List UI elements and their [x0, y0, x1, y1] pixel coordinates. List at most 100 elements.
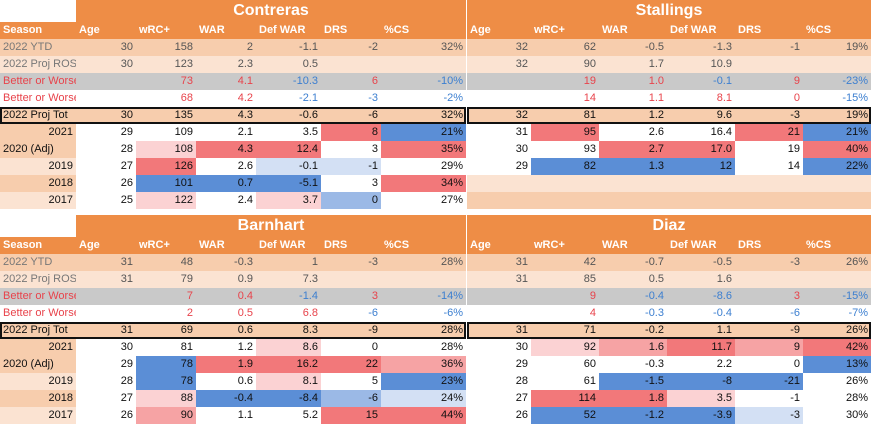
cell-age	[467, 90, 531, 107]
row-label: Better or Worse Maldy	[0, 288, 76, 305]
cell-wrc: 79	[136, 271, 196, 288]
cell-cs	[803, 271, 871, 288]
cell-wrc: 60	[531, 356, 599, 373]
cell-drs: 3	[321, 288, 381, 305]
cell-age: 26	[76, 407, 136, 424]
cell-war: -0.3	[599, 305, 667, 322]
cell-defwar: 8.3	[256, 322, 321, 339]
cell-defwar: -8.4	[256, 390, 321, 407]
cell-war: 2.1	[196, 124, 256, 141]
header-defwar: Def WAR	[256, 237, 321, 254]
cell-age: 28	[76, 141, 136, 158]
cell-cs: 40%	[803, 141, 871, 158]
cell-cs: 24%	[381, 390, 466, 407]
cell-drs	[321, 271, 381, 288]
cell-defwar: 1.1	[667, 322, 735, 339]
cell-age: 29	[76, 124, 136, 141]
header-cs: %CS	[381, 237, 466, 254]
cell-age: 30	[467, 141, 531, 158]
cell-wrc: 158	[136, 39, 196, 56]
cell-drs: -6	[321, 390, 381, 407]
row-label: 2022 Proj ROS	[0, 271, 76, 288]
cell-war: 0.5	[599, 271, 667, 288]
cell-drs: 19	[735, 141, 803, 158]
cell-war: 0.7	[196, 175, 256, 192]
row-label: 2022 YTD	[0, 39, 76, 56]
cell-drs	[735, 271, 803, 288]
contreras-header-row: Season Age wRC+ WAR Def WAR DRS %CS	[0, 22, 466, 39]
contreras-title: Contreras	[233, 2, 309, 19]
cell-defwar: -2.1	[256, 90, 321, 107]
cell-defwar: 2.2	[667, 356, 735, 373]
cell-wrc: 88	[136, 390, 196, 407]
barnhart-title: Barnhart	[237, 217, 305, 234]
cell-age: 29	[76, 356, 136, 373]
cell-wrc: 135	[136, 107, 196, 124]
header-drs: DRS	[321, 22, 381, 39]
cell-war: 1.1	[599, 90, 667, 107]
cell-defwar: 8.1	[256, 373, 321, 390]
cell-cs: 22%	[803, 158, 871, 175]
header-drs: DRS	[735, 22, 803, 39]
cell-wrc: 114	[531, 390, 599, 407]
cell-cs: -2%	[381, 90, 466, 107]
cell-war: 1.2	[599, 107, 667, 124]
cell-age: 31	[467, 322, 531, 339]
cell-cs: 21%	[381, 124, 466, 141]
cell-defwar: -0.1	[667, 73, 735, 90]
cell-wrc: 52	[531, 407, 599, 424]
cell-war: 0.6	[196, 322, 256, 339]
cell-drs: -2	[321, 39, 381, 56]
diaz-body: 31 42 -0.7 -0.5 -3 26% 31 85 0.5 1.6 9 -0.4 -8.6 3 -15…	[467, 254, 871, 424]
header-wrc: wRC+	[136, 22, 196, 39]
cell-defwar: -10.3	[256, 73, 321, 90]
cell-defwar: -0.1	[256, 158, 321, 175]
cell-war	[599, 192, 667, 209]
stallings-title: Stallings	[635, 2, 703, 19]
cell-drs: 8	[321, 124, 381, 141]
row-label: 2022 YTD	[0, 254, 76, 271]
cell-age	[76, 305, 136, 322]
cell-drs: -6	[321, 305, 381, 322]
cell-drs: -1	[735, 390, 803, 407]
cell-war: 1.9	[196, 356, 256, 373]
row-label: 2018	[0, 175, 76, 192]
header-season: Season	[0, 22, 76, 39]
cell-defwar: 16.2	[256, 356, 321, 373]
cell-defwar: -1.4	[256, 288, 321, 305]
cell-war: 1.3	[599, 158, 667, 175]
cell-cs: 26%	[803, 322, 871, 339]
cell-war	[599, 175, 667, 192]
cell-cs	[803, 175, 871, 192]
cell-age	[467, 73, 531, 90]
header-defwar: Def WAR	[256, 22, 321, 39]
cell-war: -0.2	[599, 322, 667, 339]
header-cs: %CS	[803, 22, 871, 39]
cell-defwar: 12	[667, 158, 735, 175]
cell-age: 31	[467, 271, 531, 288]
cell-age: 31	[76, 254, 136, 271]
cell-drs: 3	[321, 141, 381, 158]
cell-defwar: 11.7	[667, 339, 735, 356]
cell-age	[76, 288, 136, 305]
cell-cs: 28%	[803, 390, 871, 407]
cell-defwar: -8.6	[667, 288, 735, 305]
cell-drs: 0	[735, 90, 803, 107]
cell-drs	[735, 175, 803, 192]
header-war: WAR	[599, 22, 667, 39]
cell-drs: 9	[735, 73, 803, 90]
cell-war: 2.6	[196, 158, 256, 175]
cell-wrc: 90	[136, 407, 196, 424]
stallings-table: Stallings Age wRC+ WAR Def WAR DRS %CS 3…	[467, 0, 871, 209]
cell-cs: 42%	[803, 339, 871, 356]
header-war: WAR	[196, 22, 256, 39]
cell-age: 29	[467, 158, 531, 175]
cell-age: 32	[467, 107, 531, 124]
row-label: 2022 Proj Tot	[0, 107, 76, 124]
cell-wrc: 7	[136, 288, 196, 305]
cell-drs: -3	[735, 407, 803, 424]
cell-cs: 13%	[803, 356, 871, 373]
header-cs: %CS	[381, 22, 466, 39]
cell-cs: 19%	[803, 39, 871, 56]
cell-age: 27	[467, 390, 531, 407]
